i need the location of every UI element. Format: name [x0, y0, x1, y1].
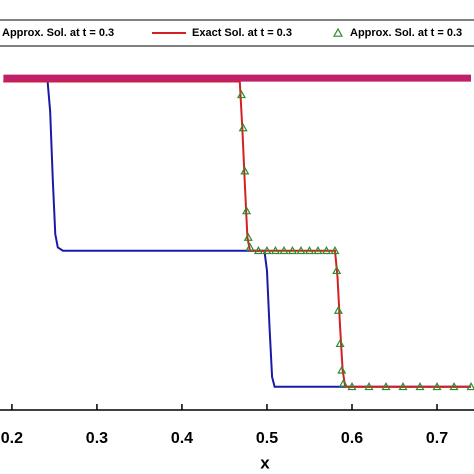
legend-marker: [332, 27, 344, 37]
marker: [398, 382, 408, 391]
marker: [243, 232, 253, 241]
marker: [287, 245, 297, 255]
marker: [335, 338, 345, 348]
legend-box: [0, 19, 474, 47]
legend-label: Approx. Sol. at t = 0.3: [2, 27, 114, 39]
marker: [279, 245, 289, 255]
marker: [262, 245, 272, 255]
marker: [338, 378, 349, 387]
legend-label: Exact Sol. at t = 0.3: [192, 27, 292, 39]
x-tick-label: 0.5: [256, 430, 278, 447]
marker: [304, 245, 315, 255]
x-tick-label: 0.2: [1, 430, 23, 447]
marker: [449, 382, 459, 391]
x-tick-label: 0.7: [426, 430, 448, 447]
marker: [381, 382, 391, 391]
marker: [330, 245, 340, 255]
series-line: [3, 80, 472, 388]
marker: [432, 382, 442, 391]
marker: [238, 123, 248, 132]
marker: [242, 206, 252, 215]
x-axis-label: x: [260, 453, 270, 472]
marker: [253, 245, 263, 255]
marker: [240, 166, 250, 175]
marker: [236, 90, 246, 99]
marker: [364, 382, 374, 391]
legend-label: Approx. Sol. at t = 0.3: [350, 27, 462, 39]
marker: [333, 305, 343, 314]
marker: [270, 245, 280, 255]
marker: [415, 382, 425, 391]
marker: [296, 245, 306, 255]
marker: [466, 382, 474, 391]
x-tick-label: 0.6: [341, 430, 363, 447]
marker: [337, 365, 347, 374]
series-line: [3, 80, 472, 388]
x-tick-label: 0.3: [86, 430, 108, 447]
marker: [332, 265, 342, 275]
marker: [313, 245, 323, 255]
marker: [347, 382, 357, 391]
marker: [321, 245, 332, 255]
marker: [245, 242, 255, 251]
x-tick-label: 0.4: [171, 430, 193, 447]
